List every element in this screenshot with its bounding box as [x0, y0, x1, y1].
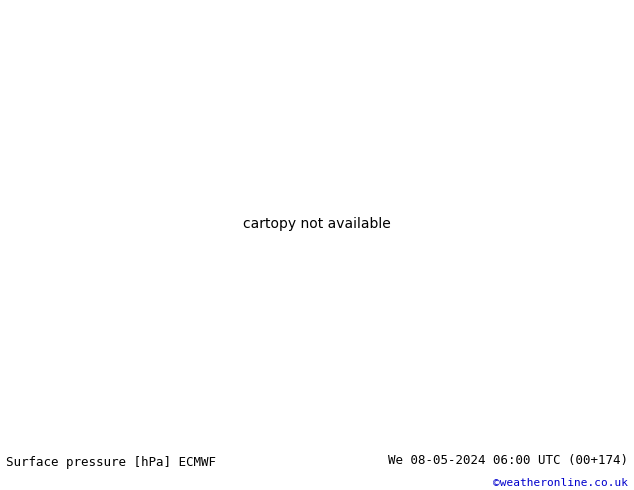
Text: We 08-05-2024 06:00 UTC (00+174): We 08-05-2024 06:00 UTC (00+174) [387, 454, 628, 466]
Text: Surface pressure [hPa] ECMWF: Surface pressure [hPa] ECMWF [6, 456, 216, 469]
Text: cartopy not available: cartopy not available [243, 217, 391, 231]
Text: ©weatheronline.co.uk: ©weatheronline.co.uk [493, 477, 628, 488]
